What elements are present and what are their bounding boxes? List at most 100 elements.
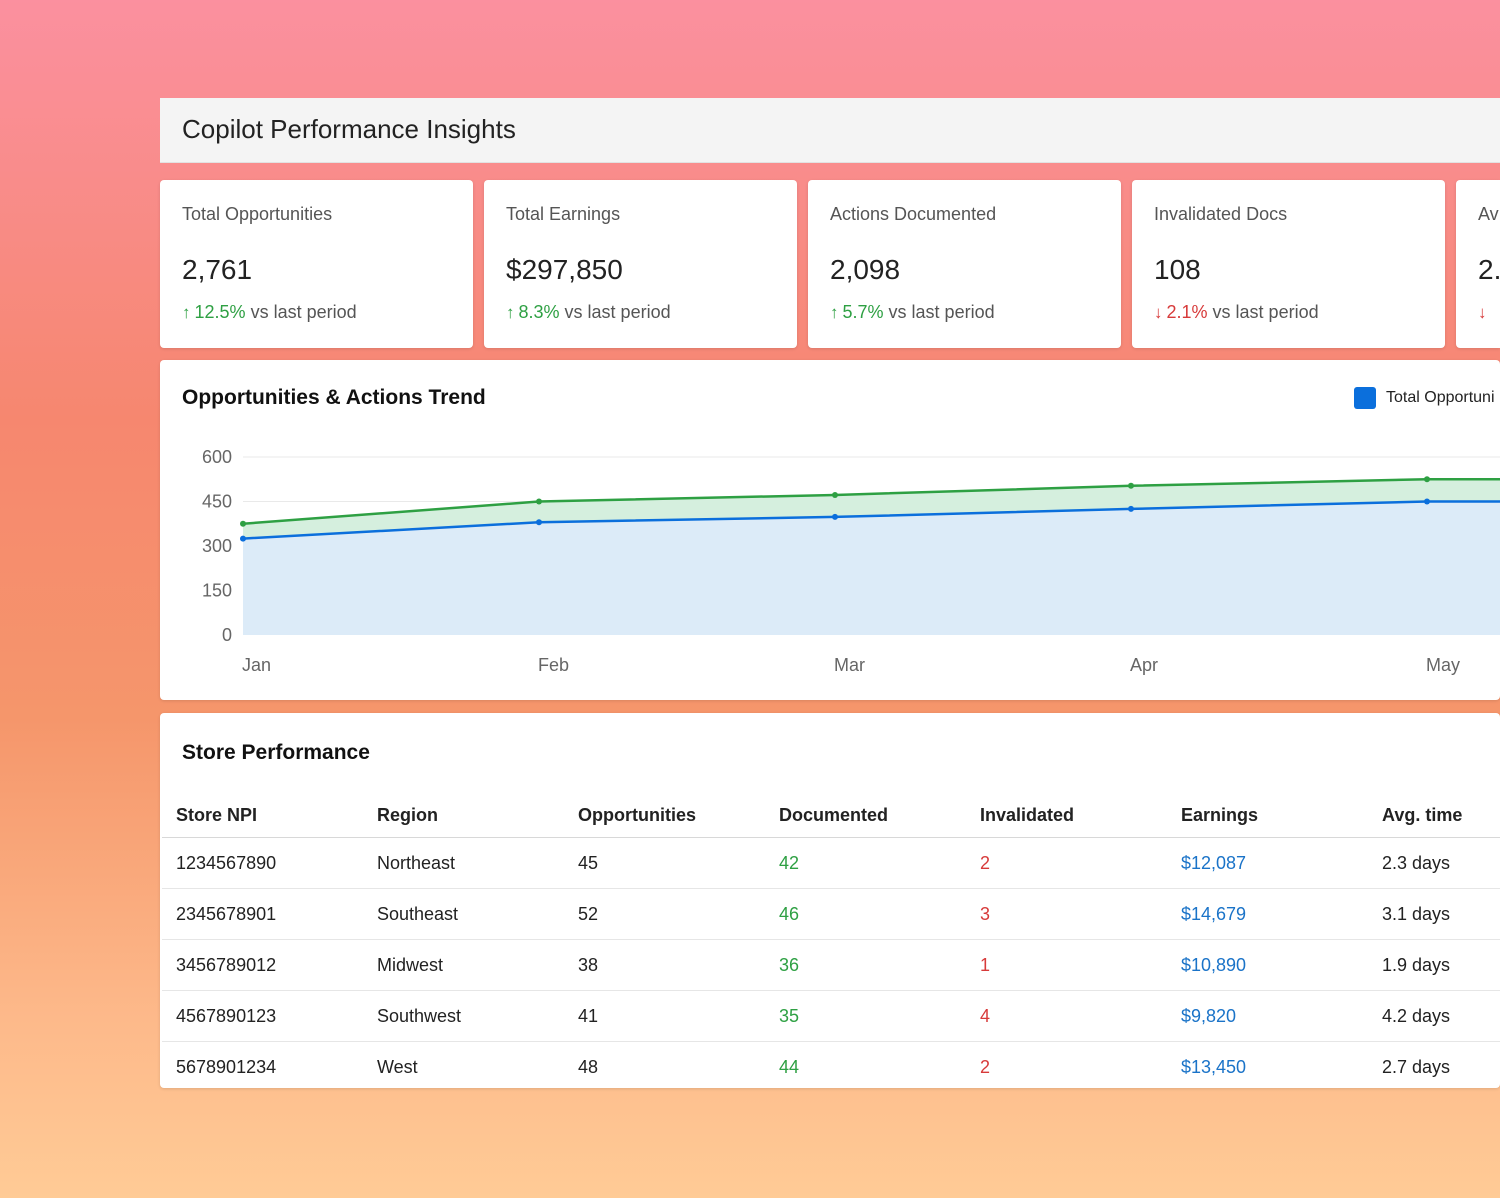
cell-invalidated: 2	[966, 837, 1167, 889]
cell-documented: 35	[765, 990, 966, 1042]
dashboard: Copilot Performance Insights Total Oppor…	[160, 98, 1500, 1088]
arrow-down-icon: ↓	[1154, 303, 1163, 322]
table-row[interactable]: 2345678901 Southeast 52 46 3 $14,679 3.1…	[162, 888, 1500, 940]
cell-store-npi: 4567890123	[162, 990, 363, 1042]
cell-store-npi: 1234567890	[162, 837, 363, 889]
kpi-change-suffix: vs last period	[888, 302, 995, 322]
opportunities-point	[832, 513, 838, 520]
column-header-documented[interactable]: Documented	[765, 793, 966, 838]
kpi-change: ↑ 12.5% vs last period	[182, 302, 357, 323]
kpi-change: ↑ 5.7% vs last period	[830, 302, 995, 323]
cell-opportunities: 48	[578, 1056, 599, 1077]
kpi-change: ↓ 2.1% vs last period	[1154, 302, 1319, 323]
kpi-change-percent: 2.1%	[1166, 302, 1208, 322]
column-header-avg-time[interactable]: Avg. time	[1368, 793, 1500, 838]
y-tick-label: 300	[202, 536, 232, 556]
y-tick-label: 450	[202, 492, 232, 512]
cell-region: West	[377, 1056, 418, 1077]
kpi-change-percent: 5.7%	[842, 302, 884, 322]
cell-avg-time: 4.2 days	[1368, 990, 1500, 1042]
x-tick-label: May	[1426, 655, 1460, 675]
cell-region: Southwest	[363, 990, 564, 1042]
column-header-earnings[interactable]: Earnings	[1167, 793, 1368, 838]
cell-invalidated: 3	[966, 888, 1167, 940]
cell-invalidated: 1	[966, 939, 1167, 991]
actions-area	[243, 479, 1500, 539]
kpi-card-actions-documented: Actions Documented 2,098 ↑ 5.7% vs last p…	[808, 180, 1121, 348]
cell-store-npi: 5678901234	[176, 1056, 277, 1077]
actions-point	[832, 491, 838, 498]
cell-earnings: $12,087	[1167, 837, 1368, 889]
cell-store-npi: 3456789012	[162, 939, 363, 991]
cell-invalidated: 4	[966, 990, 1167, 1042]
opportunities-point	[240, 535, 246, 542]
kpi-label: Total Opportunities	[182, 204, 333, 224]
cell-opportunities: 52	[564, 888, 765, 940]
y-tick-label: 600	[202, 447, 232, 467]
store-performance-table: Store NPI Region Opportunities Documente…	[162, 793, 1500, 1088]
table-row[interactable]: 5678901234 West 48 44 2 $13,450 2.7 days	[162, 1042, 1500, 1089]
cell-avg-time: 1.9 days	[1368, 939, 1500, 991]
actions-point	[1424, 476, 1430, 483]
cell-opportunities: 45	[564, 837, 765, 889]
arrow-down-icon: ↓	[1478, 303, 1487, 322]
cell-store-npi: 2345678901	[162, 888, 363, 940]
x-tick-label: Jan	[242, 655, 271, 675]
arrow-up-icon: ↑	[830, 303, 839, 322]
table-row[interactable]: 1234567890 Northeast 45 42 2 $12,087 2.3…	[162, 837, 1500, 889]
chart-title: Opportunities & Actions Trend	[182, 386, 486, 409]
actions-line	[242, 478, 1500, 525]
actions-point	[240, 520, 246, 527]
actions-point	[536, 498, 542, 505]
cell-opportunities: 38	[564, 939, 765, 991]
cell-avg-time: 2.7 days	[1382, 1056, 1451, 1077]
page-title: Copilot Performance Insights	[182, 114, 516, 144]
cell-invalidated: 2	[980, 1056, 991, 1077]
cell-earnings: $14,679	[1167, 888, 1368, 940]
trend-chart-panel: 0 150 300 450 600 Jan Feb Mar Apr May Opportuniti…	[160, 360, 1500, 700]
kpi-change-suffix: vs last period	[250, 302, 357, 322]
kpi-label: Total Earnings	[506, 204, 621, 224]
trend-chart: 0 150 300 450 600 Jan Feb Mar Apr May	[202, 447, 1500, 675]
legend-swatch	[1354, 387, 1376, 409]
cell-avg-time: 3.1 days	[1368, 888, 1500, 940]
cell-documented: 44	[779, 1056, 800, 1077]
table-row[interactable]: 4567890123 Southwest 41 35 4 $9,820 4.2 …	[162, 990, 1500, 1042]
kpi-change: ↑ 8.3% vs last period	[506, 302, 671, 323]
column-header-opportunities[interactable]: Opportunities	[564, 793, 765, 838]
kpi-value: 2,098	[830, 254, 901, 285]
cell-opportunities: 41	[564, 990, 765, 1042]
kpi-change-suffix: vs last period	[1212, 302, 1319, 322]
store-performance-panel: Store Performance Store NPI Region Oppor…	[160, 713, 1500, 1088]
kpi-card-total-opportunities: Total Opportunities 2,761 ↑ 12.5% vs last…	[160, 180, 473, 348]
column-header-store-npi[interactable]: Store NPI	[162, 793, 363, 838]
cell-earnings: $13,450	[1181, 1056, 1247, 1077]
opportunities-area	[243, 501, 1500, 635]
table-row[interactable]: 3456789012 Midwest 38 36 1 $10,890 1.9 d…	[162, 939, 1500, 991]
kpi-card-total-earnings: Total Earnings $297,850 ↑ 8.3% vs last pe…	[484, 180, 797, 348]
kpi-card-average-partial: Av 2. ↓	[1456, 180, 1500, 348]
column-header-region[interactable]: Region	[363, 793, 564, 838]
kpi-value: 108	[1154, 254, 1201, 285]
kpi-card-invalidated-docs: Invalidated Docs 108 ↓ 2.1% vs last perio…	[1132, 180, 1445, 348]
kpi-change-percent: 12.5%	[194, 302, 246, 322]
header-bar: Copilot Performance Insights	[160, 98, 1500, 163]
cell-earnings: $9,820	[1167, 990, 1368, 1042]
kpi-value: 2,761	[182, 254, 253, 285]
opportunities-line	[242, 500, 1500, 540]
table-title: Store Performance	[182, 741, 370, 764]
x-tick-label: Feb	[538, 655, 569, 675]
arrow-up-icon: ↑	[182, 303, 191, 322]
cell-region: Northeast	[363, 837, 564, 889]
cell-earnings: $10,890	[1167, 939, 1368, 991]
kpi-change-percent: 8.3%	[518, 302, 560, 322]
column-header-invalidated[interactable]: Invalidated	[966, 793, 1167, 838]
kpi-value: 2.	[1478, 254, 1500, 285]
x-tick-label: Apr	[1130, 655, 1158, 675]
cell-region: Midwest	[363, 939, 564, 991]
opportunities-point	[536, 519, 542, 526]
kpi-change: ↓	[1478, 302, 1491, 323]
kpi-label: Actions Documented	[830, 204, 997, 224]
kpi-change-suffix: vs last period	[564, 302, 671, 322]
cell-documented: 42	[765, 837, 966, 889]
